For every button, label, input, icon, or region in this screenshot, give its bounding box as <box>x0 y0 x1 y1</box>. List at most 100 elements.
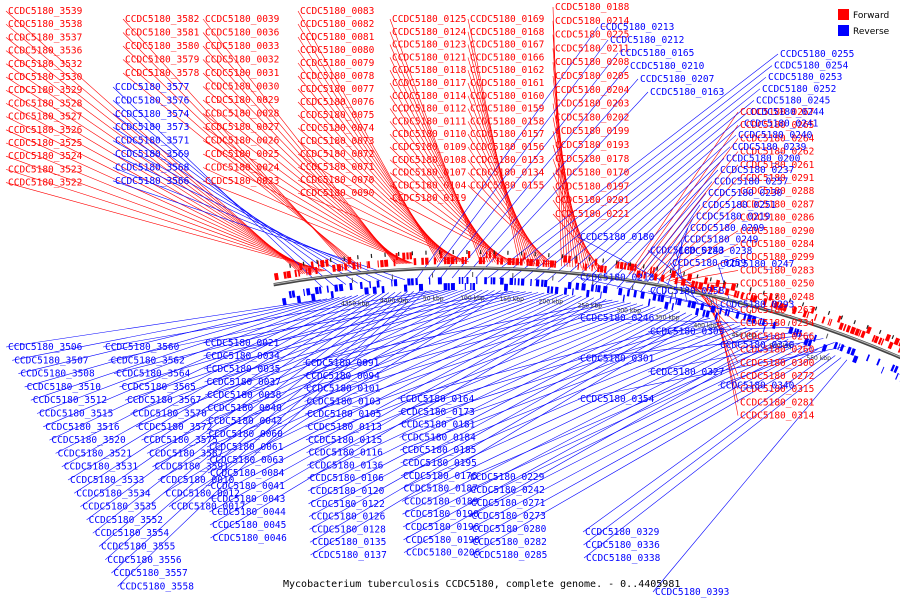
gene-label: CCDC5180_0164 <box>400 394 475 405</box>
gene-label: CCDC5180_3535 <box>82 502 156 513</box>
tick-label: 100 kbp <box>460 295 485 302</box>
minor-tick <box>840 315 844 320</box>
minor-tick <box>683 271 686 276</box>
forward-feature <box>325 259 329 267</box>
gene-label: CCDC5180_3526 <box>8 125 83 136</box>
leader-line <box>717 342 835 386</box>
gene-label: CCDC5180_3572 <box>138 422 212 433</box>
reverse-feature <box>364 287 369 295</box>
forward-feature <box>762 298 768 306</box>
reverse-feature <box>415 278 418 286</box>
reverse-feature <box>303 288 306 296</box>
gene-label: CCDC5180_0034 <box>206 351 281 362</box>
forward-feature <box>286 270 292 279</box>
leader-line <box>124 289 458 401</box>
reverse-feature <box>657 294 661 302</box>
forward-feature <box>773 301 780 310</box>
reverse-feature <box>812 334 818 342</box>
gene-label: CCDC5180_0336 <box>586 540 661 551</box>
minor-tick <box>775 294 779 299</box>
leader-line <box>112 86 323 288</box>
forward-feature <box>305 268 308 276</box>
leader-line <box>5 142 321 272</box>
gene-label: CCDC5180_3555 <box>101 542 175 553</box>
leader-line <box>469 346 812 530</box>
forward-feature <box>421 257 425 265</box>
gene-label: CCDC5180_0079 <box>300 58 375 69</box>
reverse-feature <box>788 326 794 335</box>
leader-line <box>577 317 779 325</box>
gene-label: CCDC5180_3578 <box>125 68 200 79</box>
forward-feature <box>584 263 588 271</box>
gene-label: CCDC5180_0300 <box>740 358 815 369</box>
gene-label: CCDC5180_0166 <box>470 52 545 63</box>
gene-label: CCDC5180_0120 <box>310 486 385 497</box>
minor-tick <box>749 287 752 292</box>
leader-line <box>402 332 765 515</box>
leader-line <box>468 342 801 504</box>
gene-label: CCDC5180_0229 <box>470 472 545 483</box>
gene-label: CCDC5180_0032 <box>205 55 279 66</box>
reverse-feature <box>714 312 719 320</box>
reverse-feature <box>310 293 316 301</box>
leader-line <box>399 322 729 438</box>
gene-label: CCDC5180_0134 <box>470 168 545 179</box>
reverse-feature <box>407 278 411 286</box>
gene-label: CCDC5180_0033 <box>205 41 279 52</box>
gene-label: CCDC5180_3566 <box>115 176 190 187</box>
leader-line <box>310 316 705 556</box>
leader-line <box>202 72 402 265</box>
forward-feature <box>873 335 880 344</box>
gene-label: CCDC5180_3523 <box>8 164 82 175</box>
leader-line <box>302 299 613 364</box>
minor-tick <box>316 259 318 264</box>
gene-label: CCDC5180_0181 <box>401 420 476 431</box>
forward-feature <box>845 325 851 333</box>
leader-line <box>130 289 464 414</box>
reverse-feature <box>626 289 631 297</box>
leader-line <box>309 315 699 543</box>
leader-line <box>5 63 310 274</box>
gene-label: CCDC5180_3506 <box>8 342 83 353</box>
leader-line <box>467 44 525 264</box>
reverse-feature <box>724 308 728 316</box>
gene-label: CCDC5180_3587 <box>149 448 223 459</box>
gene-label: CCDC5180_0286 <box>740 213 815 224</box>
gene-label: CCDC5180_0393 <box>655 587 729 598</box>
reverse-feature <box>581 283 586 291</box>
forward-feature <box>273 272 279 281</box>
forward-feature <box>705 283 710 292</box>
forward-feature <box>640 271 644 279</box>
gene-label: CCDC5180_3532 <box>8 59 82 70</box>
gene-label: CCDC5180_0204 <box>555 85 630 96</box>
gene-label: CCDC5180_0077 <box>300 84 374 95</box>
gene-label: CCDC5180_3527 <box>8 112 82 123</box>
gene-label: CCDC5180_0045 <box>212 520 286 531</box>
leader-line <box>577 236 711 307</box>
forward-feature <box>433 257 437 265</box>
leader-line <box>202 113 406 264</box>
gene-label: CCDC5180_0254 <box>774 61 849 72</box>
gene-label: CCDC5180_0213 <box>600 22 674 33</box>
forward-feature <box>482 257 485 265</box>
tick-label: 400 kbp <box>693 322 718 329</box>
forward-feature <box>690 280 696 288</box>
leader-line <box>663 227 689 297</box>
gene-label: CCDC5180_0314 <box>740 411 815 422</box>
forward-feature <box>854 328 861 337</box>
forward-feature <box>515 258 520 266</box>
gene-label: CCDC5180_0159 <box>470 104 545 115</box>
gene-label: CCDC5180_0035 <box>206 364 280 375</box>
gene-label: CCDC5180_0225 <box>555 30 629 41</box>
leader-line <box>202 45 399 265</box>
minor-tick <box>723 280 726 285</box>
forward-feature <box>464 257 467 265</box>
gene-label: CCDC5180_0201 <box>555 195 630 206</box>
gene-label: CCDC5180_3537 <box>8 32 82 43</box>
forward-feature <box>542 259 545 267</box>
leader-line <box>650 190 739 278</box>
gene-label: CCDC5180_3591 <box>155 462 230 473</box>
leader-line <box>402 333 771 528</box>
gene-label: CCDC5180_0075 <box>300 110 374 121</box>
reverse-feature <box>798 329 803 337</box>
